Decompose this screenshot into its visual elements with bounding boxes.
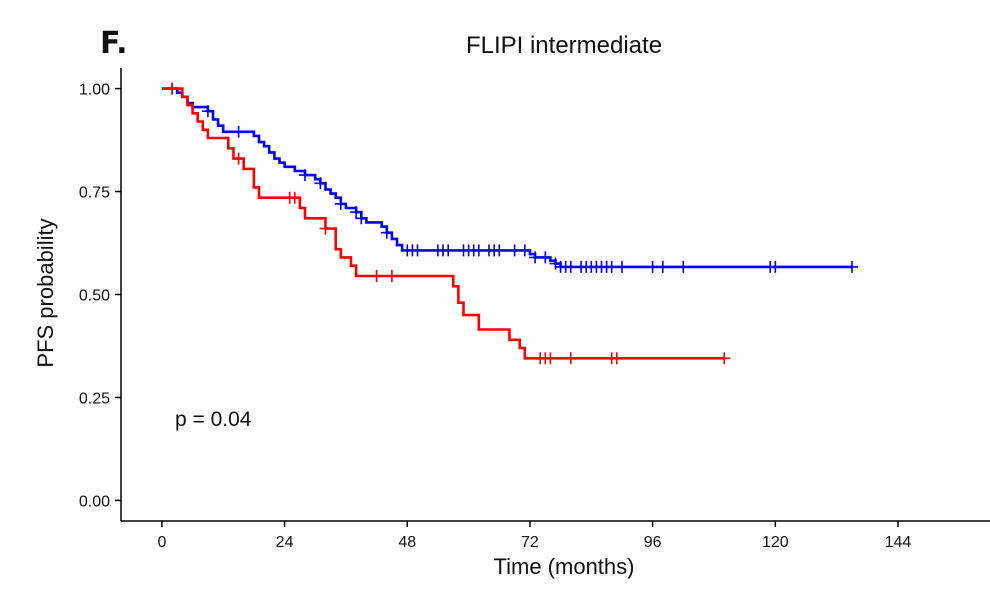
censor-mark <box>646 260 659 273</box>
censor-mark <box>385 270 398 282</box>
censor-mark <box>355 212 368 225</box>
censor-mark <box>370 270 383 282</box>
y-tick-label: 0.25 <box>79 390 110 407</box>
y-tick-label: 1.00 <box>79 82 110 99</box>
panel-label: F. <box>100 26 127 61</box>
censor-mark <box>529 251 542 264</box>
censor-mark <box>718 352 731 365</box>
x-tick-label: 96 <box>644 534 662 551</box>
censor-mark <box>564 260 577 273</box>
censor-mark <box>518 244 531 257</box>
survival-series-1 <box>161 82 858 273</box>
y-axis-title: PFS probability <box>33 218 58 367</box>
censor-mark <box>288 191 301 204</box>
censor-mark <box>380 226 393 239</box>
censor-mark <box>677 260 690 273</box>
censor-mark <box>350 206 363 219</box>
chart-title: FLIPI intermediate <box>466 32 662 59</box>
x-ticks: 0 24 48 72 96 120 144 <box>157 521 911 551</box>
censor-mark <box>616 260 628 273</box>
survival-curve-2 <box>161 87 725 360</box>
censor-mark <box>232 125 245 138</box>
x-tick-label: 48 <box>398 534 416 551</box>
censor-mark <box>493 244 506 257</box>
y-tick-label: 0.50 <box>79 288 110 305</box>
x-tick-label: 120 <box>762 534 789 551</box>
y-ticks: 0.00 0.25 0.50 0.75 1.00 <box>79 82 121 510</box>
censor-mark <box>334 197 347 210</box>
x-axis-title: Time (months) <box>494 554 635 579</box>
survival-series-2 <box>161 82 731 365</box>
x-tick-label: 0 <box>157 534 166 551</box>
censor-mark <box>314 177 327 190</box>
censor-mark <box>846 260 858 273</box>
survival-curve-1 <box>161 87 852 269</box>
p-value-annotation: p = 0.04 <box>175 408 252 431</box>
censor-mark <box>769 260 782 273</box>
censor-mark <box>539 251 552 264</box>
censor-mark <box>232 152 245 165</box>
y-tick-label: 0.75 <box>79 185 110 202</box>
censor-mark <box>544 352 557 365</box>
series-layer <box>161 82 858 365</box>
censor-mark <box>472 244 485 257</box>
censor-mark <box>201 105 214 118</box>
x-tick-label: 24 <box>276 534 294 551</box>
censor-mark <box>411 244 424 257</box>
censor-mark <box>508 244 521 257</box>
x-tick-label: 144 <box>885 534 912 551</box>
censor-mark <box>564 352 577 365</box>
censor-mark <box>605 260 618 273</box>
x-tick-label: 72 <box>521 534 539 551</box>
censor-mark <box>319 222 332 235</box>
y-tick-label: 0.00 <box>79 493 110 510</box>
censor-mark <box>656 260 669 273</box>
censor-mark <box>610 352 623 365</box>
censor-mark <box>442 244 455 257</box>
censor-mark <box>299 169 311 182</box>
censor-mark <box>166 82 179 95</box>
